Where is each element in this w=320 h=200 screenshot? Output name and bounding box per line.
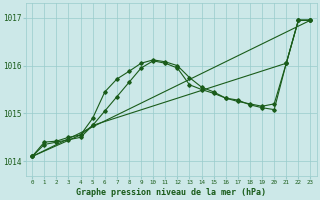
X-axis label: Graphe pression niveau de la mer (hPa): Graphe pression niveau de la mer (hPa) (76, 188, 266, 197)
